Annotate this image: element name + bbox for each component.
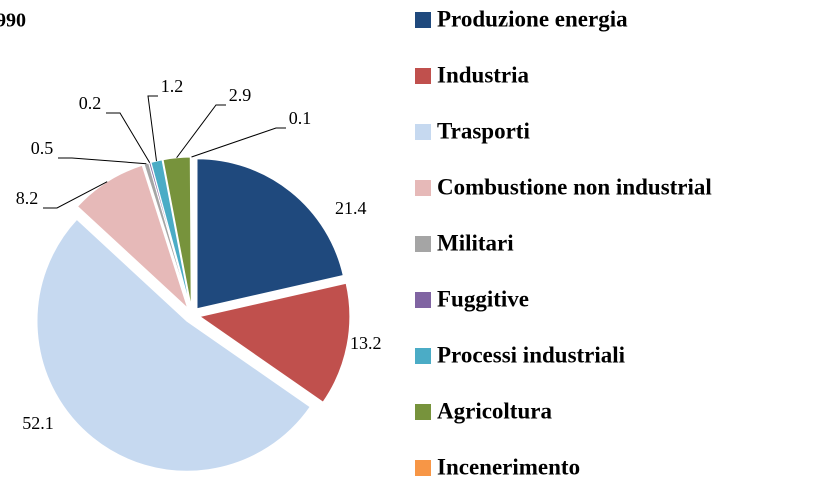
data-label: 8.2 bbox=[16, 188, 39, 208]
legend-swatch bbox=[415, 180, 431, 196]
leader-line bbox=[43, 181, 108, 209]
legend-label: Militari bbox=[437, 230, 514, 255]
pie-slice bbox=[162, 156, 192, 308]
pie-slice bbox=[36, 218, 311, 472]
legend-label: Processi industriali bbox=[437, 342, 626, 367]
legend-label: Incenerimento bbox=[437, 454, 580, 479]
leader-line bbox=[147, 95, 158, 162]
leader-line bbox=[58, 157, 147, 165]
leader-line bbox=[176, 104, 226, 159]
legend-swatch bbox=[415, 124, 431, 140]
legend-label: Trasporti bbox=[437, 118, 530, 143]
legend-label: Produzione energia bbox=[437, 6, 628, 31]
data-label: 21.4 bbox=[335, 198, 367, 218]
legend-swatch bbox=[415, 348, 431, 364]
pie-slice bbox=[196, 158, 344, 310]
data-label: 13.2 bbox=[350, 333, 382, 353]
data-label: 0.2 bbox=[79, 93, 102, 113]
data-label: 52.1 bbox=[22, 413, 54, 433]
legend-swatch bbox=[415, 68, 431, 84]
leader-line bbox=[191, 127, 286, 158]
legend-swatch bbox=[415, 12, 431, 28]
data-label: 2.9 bbox=[229, 85, 252, 105]
legend-label: Agricoltura bbox=[437, 398, 552, 423]
legend-swatch bbox=[415, 404, 431, 420]
legend-label: Fuggitive bbox=[437, 286, 529, 311]
legend-label: Combustione non industrial bbox=[437, 174, 712, 199]
data-label: 1.2 bbox=[161, 76, 184, 96]
data-label: 0.5 bbox=[31, 138, 54, 158]
legend-label: Industria bbox=[437, 62, 530, 87]
data-label: 0.1 bbox=[289, 108, 312, 128]
legend-swatch bbox=[415, 460, 431, 476]
pie-slice bbox=[198, 282, 351, 403]
leader-line bbox=[106, 112, 151, 164]
chart-title: 990 bbox=[0, 10, 26, 32]
legend-swatch bbox=[415, 292, 431, 308]
legend-swatch bbox=[415, 236, 431, 252]
